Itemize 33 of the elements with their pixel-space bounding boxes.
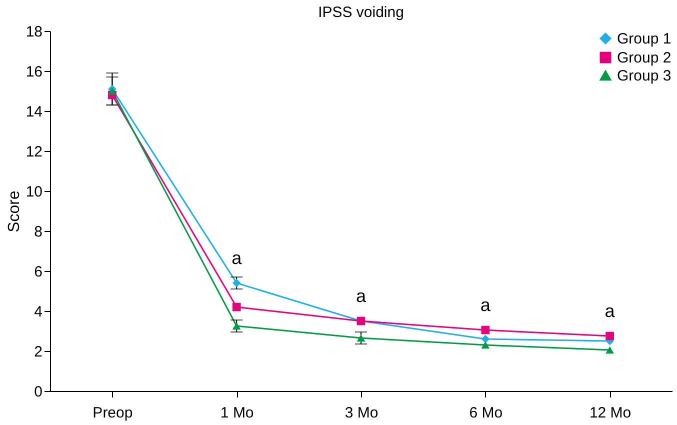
y-tick-label: 10 (26, 184, 42, 200)
legend-label: Group 3 (617, 68, 672, 84)
x-tick-label: 6 Mo (469, 404, 503, 422)
point (232, 322, 241, 330)
annotation: a (604, 301, 616, 321)
x-tick-label: 12 Mo (589, 404, 632, 422)
y-axis-title: Score (6, 190, 23, 232)
y-tick-label: 12 (26, 144, 42, 160)
y-tick-label: 6 (34, 264, 42, 280)
legend-label: Group 1 (617, 30, 672, 48)
y-tick-label: 18 (26, 24, 42, 40)
y-tick-label: 4 (34, 304, 42, 320)
y-tick-label: 2 (34, 344, 42, 360)
y-tick-label: 14 (26, 104, 42, 120)
point (481, 341, 490, 349)
point (356, 334, 366, 342)
point (108, 87, 116, 95)
point (606, 332, 614, 340)
point (606, 346, 614, 354)
point (232, 302, 241, 312)
annotation: a (232, 248, 243, 268)
x-tick-label: Preop (92, 404, 133, 422)
point (481, 334, 490, 344)
y-tick-label: 0 (34, 384, 42, 400)
annotation: a (480, 295, 492, 315)
chart-title: IPSS voiding (318, 4, 404, 21)
y-tick-label: 16 (26, 64, 42, 80)
x-tick-label: 3 Mo (344, 404, 378, 422)
y-tick-label: 8 (34, 224, 42, 240)
point (481, 326, 490, 334)
annotation: a (356, 286, 367, 306)
x-tick-label: 1 Mo (220, 404, 254, 422)
legend-label: Group 2 (617, 50, 672, 66)
